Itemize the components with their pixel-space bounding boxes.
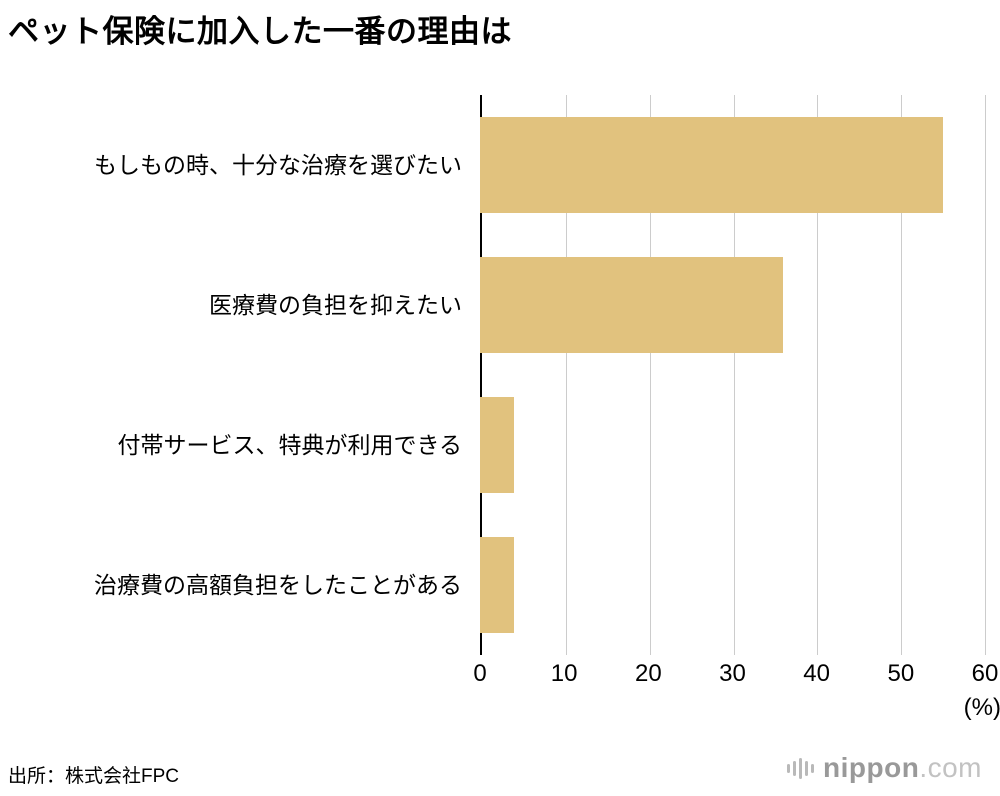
bar [480, 397, 514, 493]
source-label: 出所：株式会社FPC [8, 766, 180, 787]
soundwave-icon [787, 757, 815, 779]
x-axis: (%) 0 10 20 30 40 50 60 [473, 660, 1000, 732]
x-tick-label: 30 [719, 660, 746, 687]
bar-track [480, 95, 985, 235]
bar [480, 537, 514, 633]
bar-chart: もしもの時、十分な治療を選びたい医療費の負担を抑えたい付帯サービス、特典が利用で… [0, 95, 986, 655]
logo-tld: .com [919, 752, 982, 783]
x-tick-label: 50 [887, 660, 915, 687]
category-label: 治療費の高額負担をしたことがある [94, 571, 462, 598]
bar [480, 257, 783, 353]
category-label: 付帯サービス、特典が利用できる [117, 431, 462, 458]
nippon-com-logo: nippon.com [787, 752, 982, 784]
chart-title: ペット保険に加入した一番の理由は [8, 14, 512, 49]
grid-line [649, 95, 651, 655]
x-axis-unit: (%) [963, 694, 1000, 721]
x-tick-label: 10 [550, 660, 578, 687]
plot-area [480, 95, 986, 655]
chart-row: もしもの時、十分な治療を選びたい [0, 95, 985, 235]
category-label: 医療費の負担を抑えたい [209, 291, 462, 318]
chart-row: 治療費の高額負担をしたことがある [0, 515, 985, 655]
x-tick-label: 60 [971, 660, 999, 687]
logo-name: nippon [823, 752, 920, 783]
chart-rows: もしもの時、十分な治療を選びたい医療費の負担を抑えたい付帯サービス、特典が利用で… [0, 95, 985, 655]
grid-line [565, 95, 567, 655]
grid-line [901, 95, 903, 655]
bar-track [480, 235, 985, 375]
grid-line [985, 95, 986, 655]
logo-text: nippon.com [823, 752, 982, 784]
x-tick-label: 20 [634, 660, 662, 687]
chart-row: 付帯サービス、特典が利用できる [0, 375, 985, 515]
grid-line [817, 95, 819, 655]
category-label: もしもの時、十分な治療を選びたい [94, 151, 462, 178]
bar-track [480, 375, 985, 515]
bar-track [480, 515, 985, 655]
grid-line [733, 95, 735, 655]
x-tick-label: 40 [803, 660, 831, 687]
bar [480, 117, 943, 213]
chart-row: 医療費の負担を抑えたい [0, 235, 985, 375]
x-tick-label: 0 [473, 660, 487, 687]
